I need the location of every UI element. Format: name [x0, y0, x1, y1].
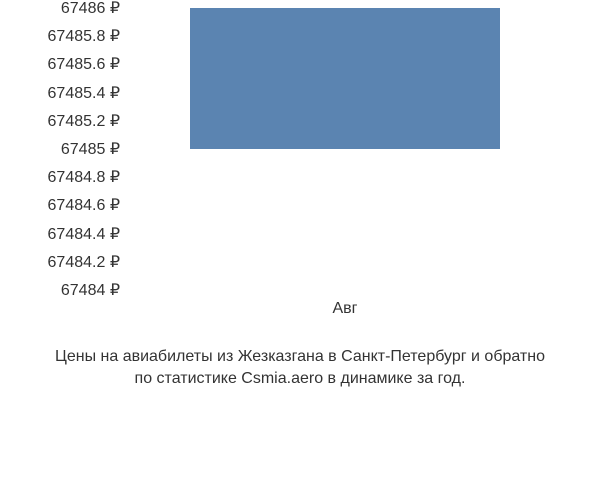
chart-container: 67486 ₽ 67485.8 ₽ 67485.6 ₽ 67485.4 ₽ 67485.… [0, 0, 600, 500]
y-tick-label: 67484.8 ₽ [0, 167, 120, 187]
y-tick-label: 67484.6 ₽ [0, 195, 120, 215]
y-tick-label: 67484.4 ₽ [0, 224, 120, 244]
x-tick-label: Авг [332, 300, 357, 318]
y-tick-label: 67484.2 ₽ [0, 252, 120, 272]
plot-area [130, 8, 560, 290]
bar [190, 8, 500, 149]
chart-caption: Цены на авиабилеты из Жезказгана в Санкт… [0, 346, 600, 391]
caption-line-1: Цены на авиабилеты из Жезказгана в Санкт… [10, 346, 590, 368]
caption-line-2: по статистике Csmia.aero в динамике за г… [10, 368, 590, 390]
y-tick-label: 67484 ₽ [0, 280, 120, 300]
y-tick-label: 67485.8 ₽ [0, 26, 120, 46]
y-tick-label: 67486 ₽ [0, 0, 120, 18]
y-tick-label: 67485.4 ₽ [0, 83, 120, 103]
y-tick-label: 67485 ₽ [0, 139, 120, 159]
y-tick-label: 67485.2 ₽ [0, 111, 120, 131]
x-axis: Авг [130, 300, 560, 330]
y-tick-label: 67485.6 ₽ [0, 54, 120, 74]
y-axis: 67486 ₽67485.8 ₽67485.6 ₽67485.4 ₽67485.… [0, 8, 120, 290]
